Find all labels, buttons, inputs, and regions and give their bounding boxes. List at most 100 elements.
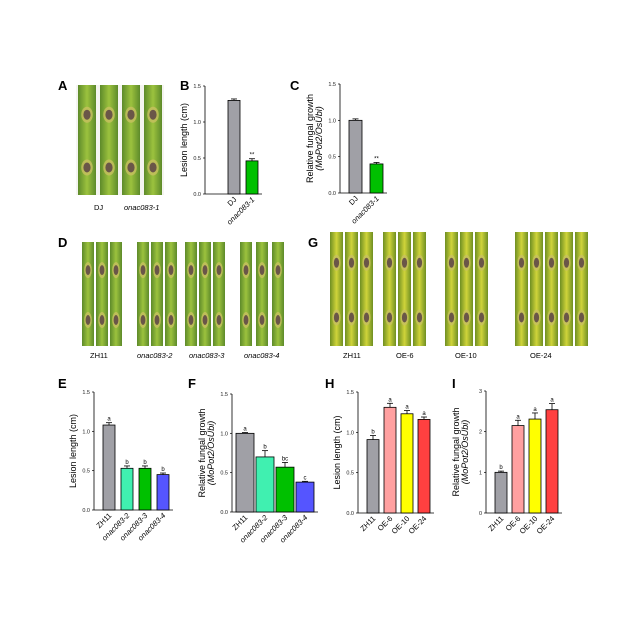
y-axis-label: Lesion length (cm) — [68, 414, 78, 488]
lesion — [113, 265, 119, 276]
bar-zh11 — [235, 432, 255, 513]
leaf — [256, 242, 268, 346]
significance-label: a — [422, 411, 426, 417]
panel-label-g: G — [308, 235, 318, 250]
y-tick-label: 0.5 — [220, 471, 228, 477]
bar-zh11 — [366, 439, 380, 514]
lesion — [463, 312, 470, 323]
y-tick-label: 0.5 — [328, 155, 336, 161]
lesion — [363, 257, 370, 268]
leaf — [100, 85, 118, 195]
leaf — [398, 232, 411, 346]
y-tick-label: 0.5 — [193, 156, 201, 162]
y-axis-label: Lesion length (cm) — [332, 415, 342, 489]
significance-label: bc — [282, 456, 288, 462]
leaf — [360, 232, 373, 346]
caption-dj: DJ — [94, 203, 103, 212]
bar-oe-6 — [511, 425, 525, 514]
significance-label: a — [405, 405, 409, 411]
bar-oe-24 — [545, 409, 559, 514]
significance-label: b — [125, 460, 129, 466]
caption-oe-24: OE-24 — [530, 351, 552, 360]
panel-label: H — [325, 376, 334, 391]
lesion — [401, 312, 408, 323]
y-axis-label: Relative fungal growth — [451, 407, 461, 496]
y-tick-label: 0.0 — [193, 192, 201, 198]
lesion — [99, 265, 105, 276]
lesion — [333, 257, 340, 268]
caption-onac083-2: onac083-2 — [137, 351, 173, 360]
significance-label: ** — [374, 156, 379, 162]
bar-oe-24 — [417, 419, 431, 514]
significance-label: a — [243, 427, 247, 433]
lesion — [448, 257, 455, 268]
leaf — [530, 232, 543, 346]
panel-label: B — [180, 78, 189, 93]
lesion — [478, 312, 485, 323]
y-tick-label: 0.0 — [220, 510, 228, 516]
lesion — [563, 257, 570, 268]
significance-label: b — [263, 445, 267, 451]
bar-onac083-3 — [275, 466, 295, 513]
x-tick-label: OE-10 — [518, 514, 540, 536]
lesion — [216, 315, 222, 325]
panel-label: F — [188, 376, 196, 391]
lesion — [202, 265, 208, 276]
caption-onac083-4: onac083-4 — [244, 351, 279, 360]
bar-onac083-4 — [156, 474, 170, 511]
lesion — [202, 315, 208, 325]
lesion — [563, 312, 570, 323]
lesion — [333, 312, 340, 323]
leaf — [413, 232, 426, 346]
y-axis-label-units: (MoPot2/OsUbi) — [206, 421, 216, 486]
leaf — [185, 242, 197, 346]
x-tick-label: DJ — [347, 194, 360, 207]
significance-label: b — [143, 460, 147, 466]
bar-onac083-1 — [369, 163, 384, 194]
bar-onac083-3 — [138, 467, 152, 511]
significance-label: a — [533, 407, 537, 413]
lesion — [548, 312, 555, 323]
lesion — [140, 265, 146, 276]
lesion — [416, 312, 423, 323]
bar-oe-6 — [383, 406, 397, 514]
significance-label: a — [388, 397, 392, 403]
lesion — [188, 265, 194, 276]
lesion — [275, 265, 281, 276]
bar-onac083-2 — [120, 467, 134, 511]
y-tick-label: 1.5 — [328, 82, 336, 88]
y-axis-label: Lesion length (cm) — [179, 103, 189, 177]
lesion — [448, 312, 455, 323]
leaf — [165, 242, 177, 346]
leaf — [330, 232, 343, 346]
chart-i: I 0 1 2 3 Relative fungal growth (MoPot2/OsUbi… — [451, 376, 562, 536]
panel-label-d: D — [58, 235, 67, 250]
lesion — [99, 315, 105, 325]
bar-onac083-2 — [255, 456, 275, 513]
lesion — [533, 312, 540, 323]
panel-label: I — [452, 376, 456, 391]
lesion — [168, 265, 174, 276]
y-tick-label: 0.0 — [346, 511, 354, 517]
bar-dj — [348, 119, 363, 194]
lesion — [518, 257, 525, 268]
y-tick-label: 1.0 — [220, 431, 228, 437]
y-axis-label-units: (MoPot2/OsUbi) — [460, 420, 470, 485]
significance-label: b — [371, 430, 375, 436]
lesion — [348, 312, 355, 323]
bar-onac083-4 — [295, 481, 315, 513]
leaf — [475, 232, 488, 346]
caption-oe-6: OE-6 — [396, 351, 414, 360]
bar-zh11 — [102, 424, 116, 511]
lesion — [533, 257, 540, 268]
leaf — [78, 85, 96, 195]
lesion — [127, 162, 135, 173]
lesion — [386, 312, 393, 323]
leaf — [199, 242, 211, 346]
lesion — [105, 109, 113, 120]
bar-dj — [227, 100, 241, 195]
caption-onac083-1: onac083-1 — [124, 203, 159, 212]
bar-onac083-1 — [245, 160, 259, 195]
